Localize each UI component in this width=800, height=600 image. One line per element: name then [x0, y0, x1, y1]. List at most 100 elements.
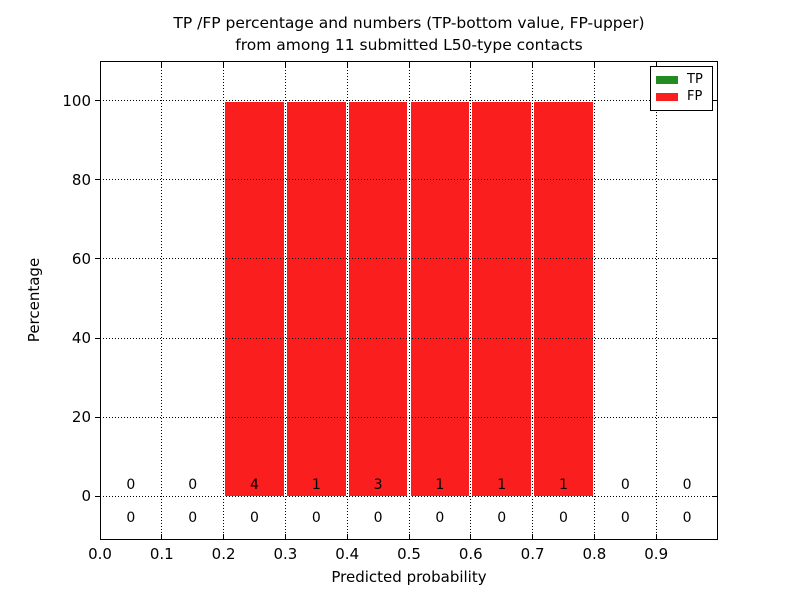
x-tick-top	[99, 62, 101, 67]
y-tick-right	[712, 416, 717, 418]
grid-line-x-0.3	[284, 61, 286, 540]
chart-title-line1: TP /FP percentage and numbers (TP-bottom…	[173, 14, 645, 32]
x-tick-label-0.2: 0.2	[211, 545, 236, 563]
x-tick-top	[408, 62, 410, 67]
fp-count-bin-9: 0	[682, 477, 692, 494]
y-tick-left	[95, 258, 100, 260]
fp-count-bin-4: 3	[373, 477, 383, 494]
grid-line-x-0.7	[532, 61, 534, 540]
x-tick-label-0.9: 0.9	[644, 545, 669, 563]
x-tick-label-0.0: 0.0	[88, 545, 112, 563]
grid-line-x-0.4	[346, 61, 348, 540]
chart-title: TP /FP percentage and numbers (TP-bottom…	[100, 12, 718, 56]
y-tick-label-80: 80	[71, 170, 91, 189]
y-tick-left	[95, 100, 100, 102]
fp-bar	[225, 102, 284, 497]
tp-count-bin-7: 0	[559, 510, 568, 527]
x-tick-bottom	[284, 534, 286, 539]
fp-bar	[534, 102, 593, 497]
y-tick-right	[712, 179, 717, 181]
legend: TP FP	[650, 66, 713, 111]
fp-count-bin-0: 0	[126, 477, 136, 494]
x-tick-label-0.4: 0.4	[335, 545, 360, 563]
x-tick-label-0.3: 0.3	[273, 545, 298, 563]
x-axis-label: Predicted probability	[331, 568, 487, 586]
fp-count-bin-6: 1	[497, 477, 507, 494]
tp-count-bin-5: 0	[435, 510, 445, 527]
grid-line-x-0.9	[655, 61, 657, 540]
fp-count-bin-3: 1	[311, 477, 321, 494]
fp-count-bin-1: 0	[188, 477, 198, 494]
y-tick-left	[95, 495, 100, 497]
tp-count-bin-0: 0	[126, 510, 136, 527]
grid-line-y-60	[100, 258, 718, 260]
y-tick-label-60: 60	[71, 249, 91, 268]
x-tick-label-0.7: 0.7	[520, 545, 545, 563]
y-tick-right	[712, 337, 717, 339]
tp-count-bin-1: 0	[188, 510, 198, 527]
fp-bar	[410, 102, 470, 497]
tp-count-bin-3: 0	[311, 510, 321, 527]
tp-count-bin-9: 0	[682, 510, 692, 527]
x-tick-label-0.8: 0.8	[582, 545, 607, 563]
tp-count-bin-2: 0	[250, 510, 259, 527]
x-tick-top	[161, 62, 163, 67]
x-tick-label-0.1: 0.1	[149, 545, 174, 563]
x-tick-bottom	[223, 534, 225, 539]
grid-line-x-0.1	[161, 61, 163, 540]
fp-count-bin-8: 0	[620, 477, 630, 494]
fp-bar	[348, 102, 408, 497]
chart-title-line2: from among 11 submitted L50-type contact…	[235, 36, 583, 54]
x-tick-bottom	[99, 534, 101, 539]
grid-line-x-0.6	[470, 61, 472, 540]
grid-line-y-40	[100, 337, 718, 339]
grid-line-x-0.2	[223, 61, 225, 540]
grid-line-y-80	[100, 179, 718, 181]
y-tick-label-20: 20	[71, 408, 91, 427]
x-tick-label-0.5: 0.5	[397, 545, 421, 563]
y-tick-left	[95, 416, 100, 418]
legend-swatch-tp-icon	[656, 75, 678, 84]
legend-entry-tp: TP	[656, 71, 707, 87]
grid-line-x-0.8	[593, 61, 595, 540]
x-tick-top	[532, 62, 534, 67]
tp-count-bin-8: 0	[620, 510, 630, 527]
x-tick-top	[593, 62, 595, 67]
x-tick-label-0.6: 0.6	[458, 545, 483, 563]
x-tick-bottom	[593, 534, 595, 539]
grid-line-y-100	[100, 100, 718, 102]
y-tick-right	[712, 258, 717, 260]
x-tick-bottom	[408, 534, 410, 539]
x-tick-bottom	[655, 534, 657, 539]
x-tick-top	[223, 62, 225, 67]
fp-count-bin-5: 1	[435, 477, 445, 494]
y-tick-label-0: 0	[81, 487, 91, 506]
fp-count-bin-7: 1	[559, 477, 568, 494]
fp-bar	[286, 102, 346, 497]
axes-frame	[100, 61, 718, 540]
y-tick-right	[712, 495, 717, 497]
legend-swatch-fp-icon	[656, 93, 678, 102]
grid-line-y-0	[100, 495, 718, 497]
y-tick-label-100: 100	[62, 91, 91, 110]
fp-bar	[472, 102, 532, 497]
x-tick-top	[284, 62, 286, 67]
legend-label-fp: FP	[687, 89, 703, 105]
y-tick-left	[95, 179, 100, 181]
tp-count-bin-6: 0	[497, 510, 507, 527]
legend-label-tp: TP	[687, 71, 703, 87]
x-tick-bottom	[346, 534, 348, 539]
x-tick-top	[346, 62, 348, 67]
grid-line-y-20	[100, 416, 718, 418]
x-tick-bottom	[532, 534, 534, 539]
x-tick-top	[470, 62, 472, 67]
y-tick-label-40: 40	[71, 329, 91, 348]
y-tick-left	[95, 337, 100, 339]
tp-count-bin-4: 0	[373, 510, 383, 527]
legend-entry-fp: FP	[656, 90, 707, 104]
x-tick-bottom	[161, 534, 163, 539]
x-tick-bottom	[470, 534, 472, 539]
grid-line-x-0.5	[408, 61, 410, 540]
fp-count-bin-2: 4	[250, 477, 259, 494]
